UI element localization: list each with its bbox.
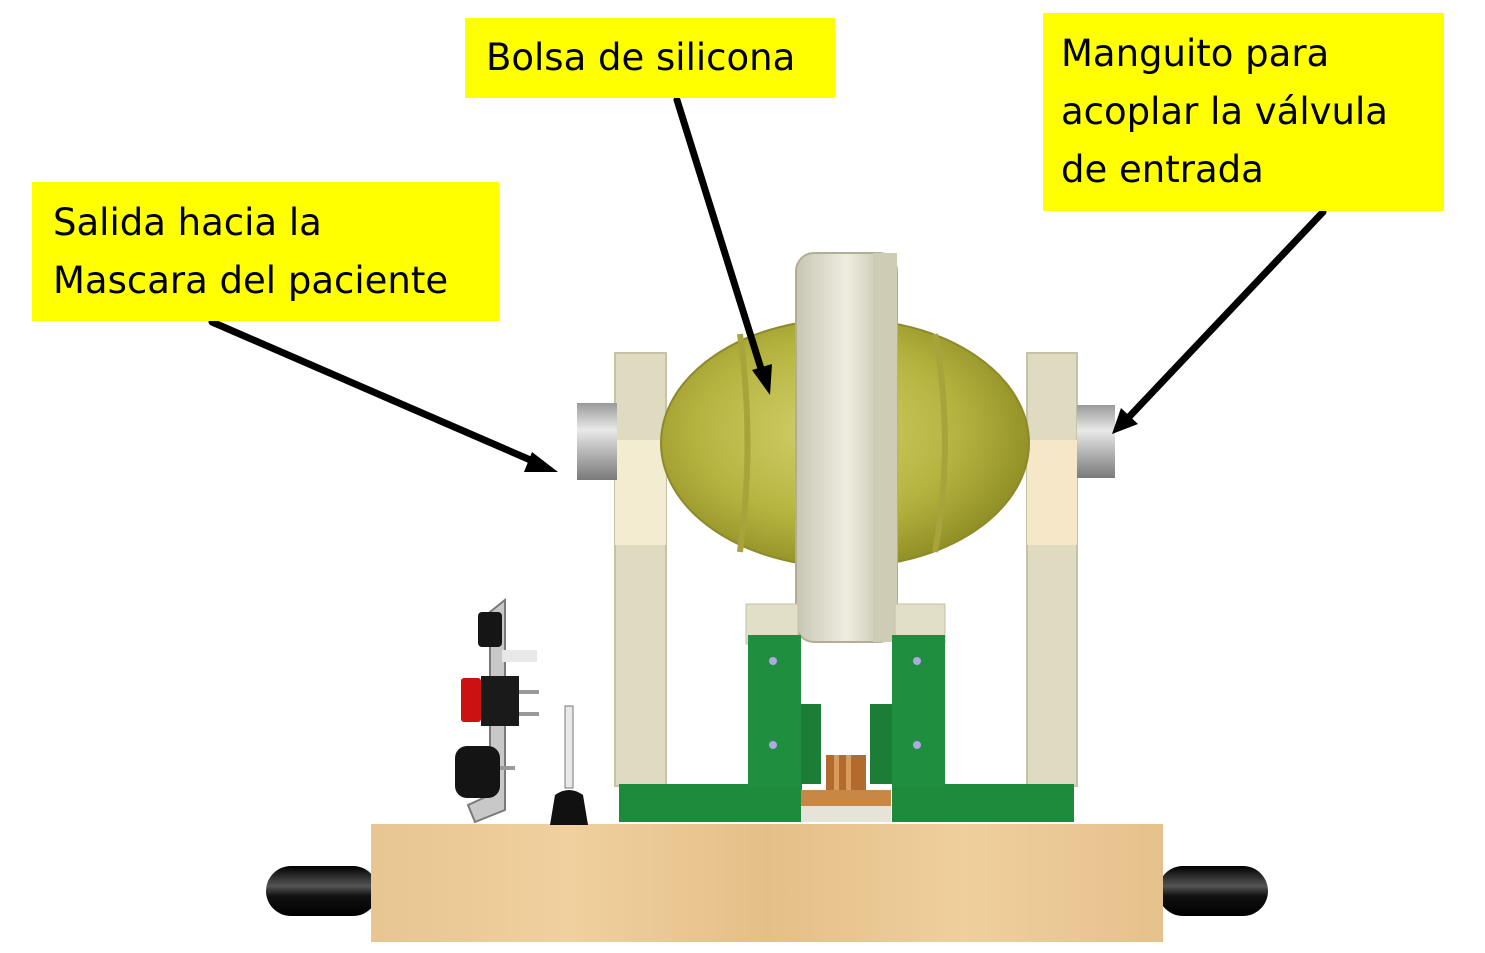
right-post: [1026, 352, 1078, 787]
frame: [614, 352, 1078, 787]
wooden-base: [371, 824, 1163, 942]
left-coupling: [577, 403, 617, 480]
right-rod: [1158, 866, 1268, 916]
switch-panel: [455, 597, 539, 824]
top-button: [478, 612, 502, 647]
coupling-icon: [577, 403, 1115, 480]
switch-icon: [461, 678, 481, 722]
left-rod: [266, 866, 378, 916]
arrow-manguito: [1124, 208, 1327, 422]
arrow-salida: [208, 318, 539, 466]
label-manguito: Manguito para acoplar la válvula de entr…: [1043, 13, 1444, 211]
label-bolsa-de-silicona: Bolsa de silicona: [465, 18, 835, 98]
left-post: [614, 352, 667, 787]
arrow-icon: [208, 96, 1327, 472]
knob-icon: [550, 705, 588, 825]
bottom-button: [455, 746, 500, 798]
gear: [801, 755, 891, 822]
center-ring: [795, 252, 898, 643]
base: [266, 824, 1268, 942]
right-coupling: [1077, 405, 1115, 478]
label-salida: Salida hacia la Mascara del paciente: [32, 182, 499, 321]
arrow-bolsa: [673, 96, 767, 379]
green-bracket: [619, 635, 1074, 822]
